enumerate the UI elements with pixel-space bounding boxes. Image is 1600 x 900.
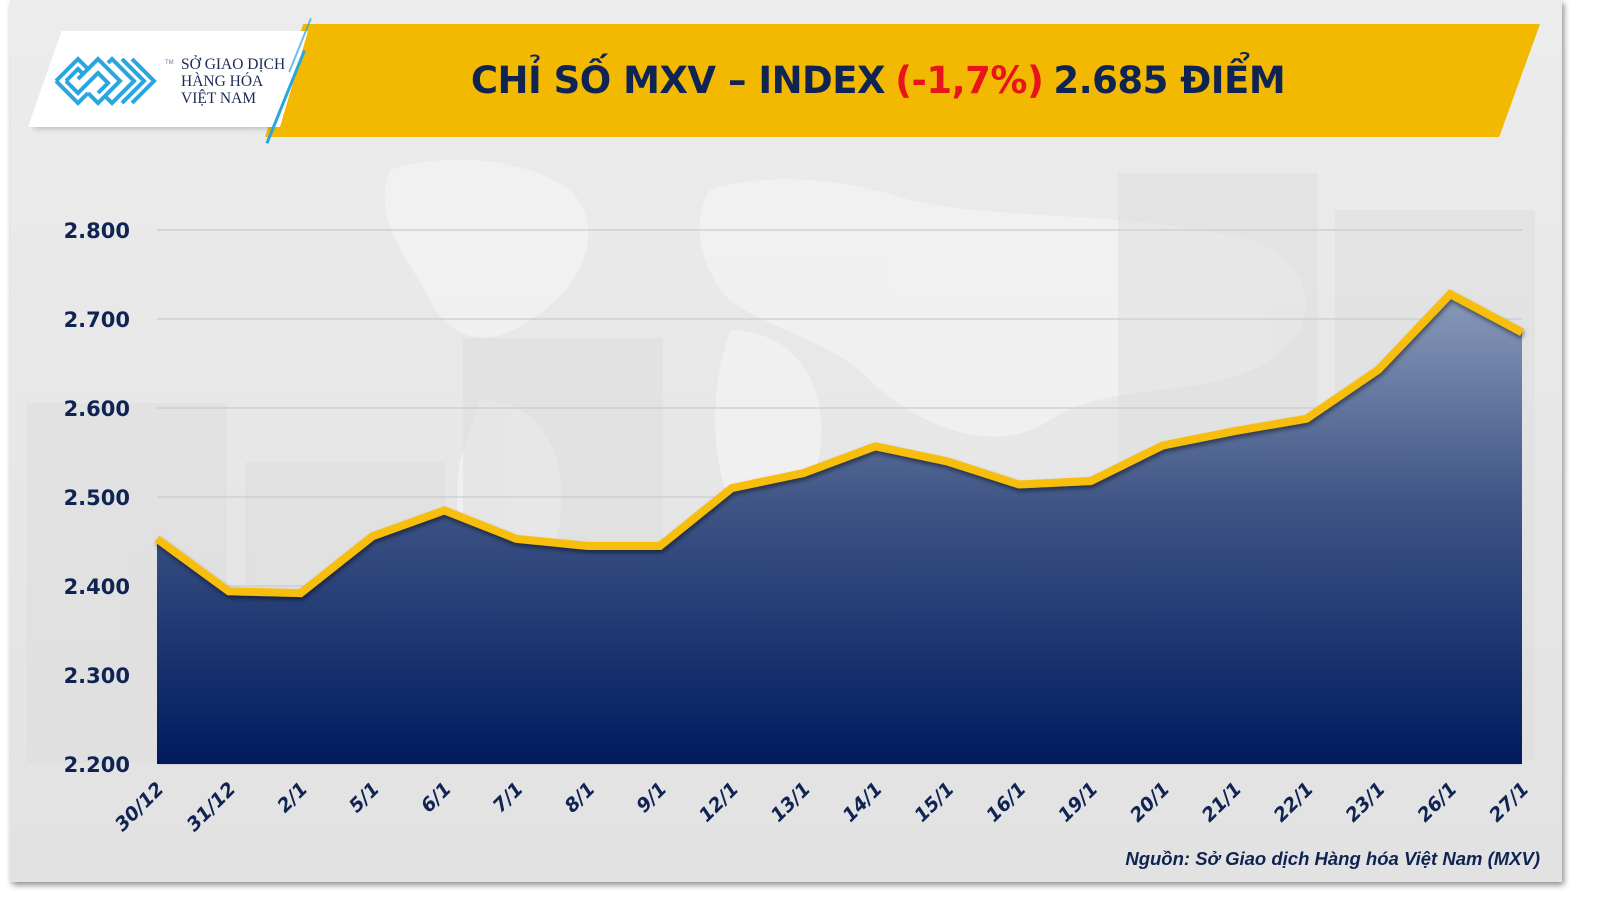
area-fill <box>157 294 1522 764</box>
x-tick-label: 8/1 <box>560 778 599 817</box>
x-tick-label: 13/1 <box>767 778 816 827</box>
title-prefix: CHỈ SỐ MXV – INDEX <box>470 59 886 102</box>
source-note: Nguồn: Sở Giao dịch Hàng hóa Việt Nam (M… <box>1125 848 1540 869</box>
x-tick-label: 19/1 <box>1054 778 1103 827</box>
x-axis-labels: 30/12 31/12 2/1 5/1 6/1 7/1 8/1 9/1 12/1 13/1 14/1… <box>111 778 1534 836</box>
x-tick-label: 9/1 <box>632 778 671 817</box>
y-tick-label: 2.400 <box>64 575 130 599</box>
y-tick-label: 2.600 <box>64 397 130 421</box>
chart-title: CHỈ SỐ MXV – INDEX (-1,7%) 2.685 ĐIỂM <box>268 24 1488 137</box>
x-tick-label: 16/1 <box>982 778 1031 827</box>
area-chart: 2.200 2.300 2.400 2.500 2.600 2.700 2.800 30/1… <box>64 219 1534 836</box>
title-banner <box>265 24 1540 137</box>
x-tick-label: 31/12 <box>183 778 241 836</box>
y-axis-labels: 2.200 2.300 2.400 2.500 2.600 2.700 2.800 <box>64 219 130 777</box>
x-tick-label: 7/1 <box>489 778 528 817</box>
x-tick-label: 14/1 <box>838 778 887 827</box>
logo-text: SỞ GIAO DỊCH HÀNG HÓA VIỆT NAM <box>181 56 285 107</box>
y-tick-label: 2.300 <box>64 664 130 688</box>
x-tick-label: 30/12 <box>111 778 169 836</box>
x-tick-label: 21/1 <box>1198 778 1247 827</box>
x-tick-label: 20/1 <box>1126 778 1175 827</box>
x-tick-label: 27/1 <box>1485 778 1534 827</box>
x-tick-label: 22/1 <box>1269 778 1318 827</box>
logo-card <box>28 31 308 127</box>
mxv-logo-mark-icon <box>54 56 157 106</box>
x-tick-label: 2/1 <box>273 778 312 817</box>
trademark: TM <box>165 60 174 66</box>
infographic-card: 2.200 2.300 2.400 2.500 2.600 2.700 2.800 30/1… <box>10 0 1562 882</box>
index-value: 2.685 ĐIỂM <box>1053 59 1286 102</box>
index-line <box>154 289 1524 598</box>
y-tick-label: 2.200 <box>64 753 130 777</box>
logo-line-1: SỞ GIAO DỊCH <box>181 56 286 73</box>
y-tick-label: 2.700 <box>64 308 130 332</box>
x-tick-label: 12/1 <box>695 778 744 827</box>
x-tick-label: 23/1 <box>1341 778 1390 827</box>
logo-line-3: VIỆT NAM <box>181 90 257 107</box>
change-percent: (-1,7%) <box>895 59 1044 102</box>
x-tick-label: 26/1 <box>1413 778 1462 827</box>
y-tick-label: 2.500 <box>64 486 130 510</box>
x-tick-label: 6/1 <box>417 778 456 817</box>
x-tick-label: 5/1 <box>345 778 384 817</box>
x-tick-label: 15/1 <box>910 778 959 827</box>
y-tick-label: 2.800 <box>64 219 130 243</box>
logo-line-2: HÀNG HÓA <box>181 73 264 90</box>
